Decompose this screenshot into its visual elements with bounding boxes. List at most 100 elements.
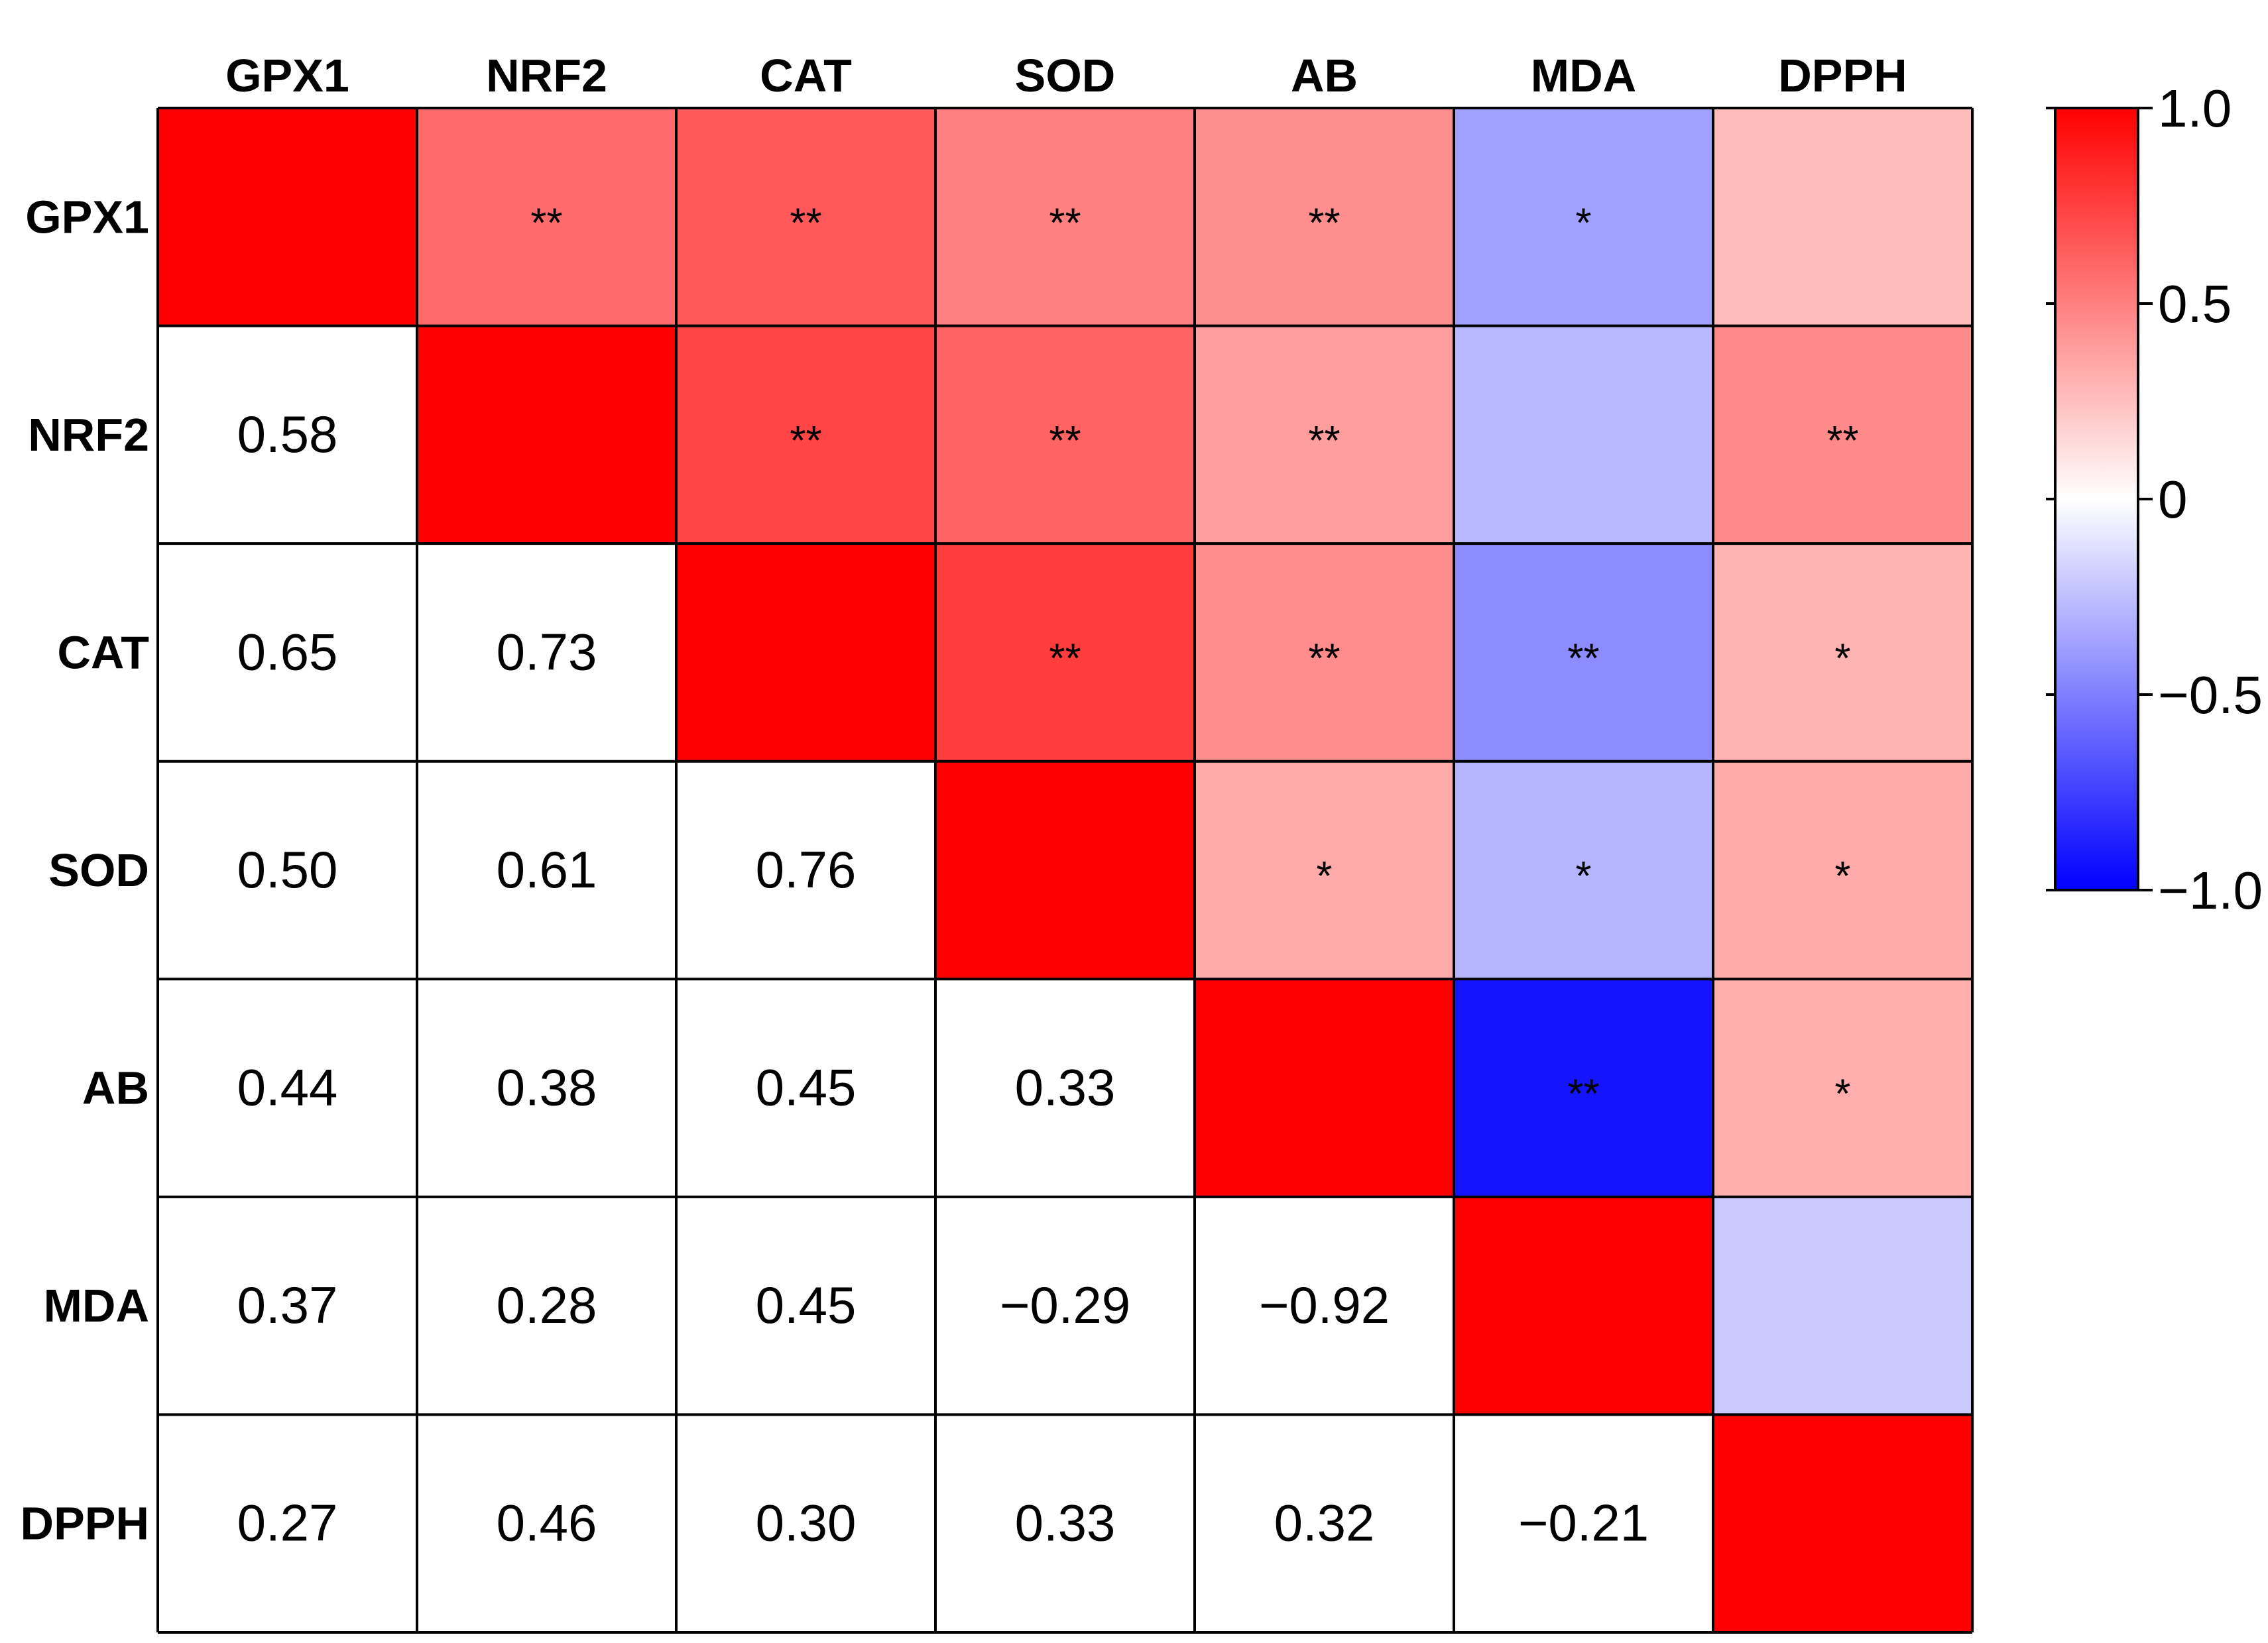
value-label-DPPH-AB: 0.32: [1274, 1494, 1375, 1552]
heatmap-cell-CAT-MDA: [1454, 543, 1713, 762]
colorbar-tick-label: −0.5: [2158, 665, 2263, 724]
heatmap-cell-GPX1-MDA: [1454, 108, 1713, 326]
value-label-NRF2-GPX1: 0.58: [237, 405, 338, 463]
heatmap-cells: [158, 108, 1972, 1632]
heatmap-cell-DPPH-DPPH: [1713, 1414, 1972, 1632]
heatmap-cell-AB-NRF2: [417, 979, 676, 1197]
value-label-DPPH-SOD: 0.33: [1015, 1494, 1116, 1552]
heatmap-cell-GPX1-GPX1: [158, 108, 417, 326]
heatmap-cell-SOD-NRF2: [417, 761, 676, 980]
row-label-AB: AB: [82, 1062, 149, 1114]
significance-mark-GPX1-CAT: **: [790, 200, 821, 246]
value-label-AB-SOD: 0.33: [1015, 1058, 1116, 1117]
row-label-DPPH: DPPH: [21, 1498, 149, 1550]
heatmap-cell-AB-MDA: [1454, 979, 1713, 1197]
heatmap-cell-MDA-NRF2: [417, 1196, 676, 1415]
significance-mark-SOD-MDA: *: [1575, 854, 1591, 899]
value-label-CAT-NRF2: 0.73: [497, 622, 597, 681]
value-label-AB-GPX1: 0.44: [237, 1058, 338, 1117]
significance-mark-AB-DPPH: *: [1834, 1072, 1850, 1117]
heatmap-cell-DPPH-AB: [1195, 1414, 1454, 1632]
significance-mark-CAT-SOD: **: [1049, 636, 1081, 681]
value-label-SOD-GPX1: 0.50: [237, 840, 338, 899]
value-label-MDA-SOD: −0.29: [1000, 1276, 1130, 1334]
value-label-MDA-GPX1: 0.37: [237, 1276, 338, 1334]
value-label-DPPH-CAT: 0.30: [756, 1494, 857, 1552]
significance-mark-NRF2-SOD: **: [1049, 418, 1081, 464]
column-label-DPPH: DPPH: [1778, 50, 1907, 101]
heatmap-cell-GPX1-SOD: [935, 108, 1195, 326]
significance-mark-NRF2-AB: **: [1308, 418, 1340, 464]
heatmap-cell-DPPH-MDA: [1454, 1414, 1713, 1632]
heatmap-cell-MDA-DPPH: [1713, 1196, 1972, 1415]
column-label-CAT: CAT: [760, 50, 852, 101]
value-label-MDA-CAT: 0.45: [756, 1276, 857, 1334]
heatmap-cell-AB-CAT: [676, 979, 935, 1197]
significance-mark-NRF2-CAT: **: [790, 418, 821, 464]
value-label-MDA-NRF2: 0.28: [497, 1276, 597, 1334]
row-label-SOD: SOD: [48, 844, 149, 896]
colorbar-tick-label: 0: [2158, 470, 2188, 529]
heatmap-cell-NRF2-CAT: [676, 325, 935, 544]
heatmap-cell-CAT-GPX1: [158, 543, 417, 762]
heatmap-cell-GPX1-CAT: [676, 108, 935, 326]
heatmap-cell-GPX1-DPPH: [1713, 108, 1972, 326]
value-label-SOD-CAT: 0.76: [756, 840, 857, 899]
row-label-MDA: MDA: [44, 1280, 149, 1331]
significance-mark-CAT-DPPH: *: [1834, 636, 1850, 681]
colorbar-tick-label: 0.5: [2158, 274, 2232, 333]
column-label-GPX1: GPX1: [225, 50, 349, 101]
column-label-AB: AB: [1291, 50, 1358, 101]
significance-mark-SOD-AB: *: [1316, 854, 1332, 899]
significance-mark-GPX1-NRF2: **: [530, 200, 562, 246]
heatmap-cell-MDA-SOD: [935, 1196, 1195, 1415]
heatmap-cell-NRF2-NRF2: [417, 325, 676, 544]
significance-mark-GPX1-AB: **: [1308, 200, 1340, 246]
heatmap-grid: [156, 107, 1974, 1634]
value-label-CAT-GPX1: 0.65: [237, 622, 338, 681]
column-label-NRF2: NRF2: [486, 50, 607, 101]
value-label-DPPH-GPX1: 0.27: [237, 1494, 338, 1552]
heatmap-cell-SOD-CAT: [676, 761, 935, 980]
significance-mark-SOD-DPPH: *: [1834, 854, 1850, 899]
heatmap-cell-MDA-CAT: [676, 1196, 935, 1415]
heatmap-cell-CAT-SOD: [935, 543, 1195, 762]
heatmap-cell-NRF2-SOD: [935, 325, 1195, 544]
heatmap-cell-MDA-GPX1: [158, 1196, 417, 1415]
heatmap-cell-SOD-SOD: [935, 761, 1195, 980]
row-labels: GPX1 NRF2 CAT SOD AB MDA DPPH: [21, 191, 149, 1549]
heatmap-cell-MDA-AB: [1195, 1196, 1454, 1415]
heatmap-cell-DPPH-NRF2: [417, 1414, 676, 1632]
heatmap-cell-SOD-MDA: [1454, 761, 1713, 980]
value-label-DPPH-NRF2: 0.46: [497, 1494, 597, 1552]
value-label-DPPH-MDA: −0.21: [1518, 1494, 1649, 1552]
column-label-SOD: SOD: [1015, 50, 1116, 101]
significance-mark-GPX1-SOD: **: [1049, 200, 1081, 246]
heatmap-cell-AB-GPX1: [158, 979, 417, 1197]
significance-mark-AB-MDA: **: [1567, 1072, 1599, 1117]
value-label-SOD-NRF2: 0.61: [497, 840, 597, 899]
value-label-AB-NRF2: 0.38: [497, 1058, 597, 1117]
heatmap-cell-NRF2-MDA: [1454, 325, 1713, 544]
value-label-AB-CAT: 0.45: [756, 1058, 857, 1117]
heatmap-cell-MDA-MDA: [1454, 1196, 1713, 1415]
significance-mark-CAT-MDA: **: [1567, 636, 1599, 681]
heatmap-cell-NRF2-AB: [1195, 325, 1454, 544]
significance-mark-CAT-AB: **: [1308, 636, 1340, 681]
value-label-MDA-AB: −0.92: [1259, 1276, 1390, 1334]
significance-mark-NRF2-DPPH: **: [1826, 418, 1858, 464]
heatmap-cell-CAT-AB: [1195, 543, 1454, 762]
heatmap-cell-SOD-DPPH: [1713, 761, 1972, 980]
row-label-NRF2: NRF2: [28, 409, 149, 461]
colorbar: 1.0 0.5 0 −0.5 −1.0: [2046, 79, 2263, 920]
heatmap-cell-SOD-GPX1: [158, 761, 417, 980]
column-label-MDA: MDA: [1531, 50, 1636, 101]
heatmap-cell-SOD-AB: [1195, 761, 1454, 980]
heatmap-cell-NRF2-GPX1: [158, 325, 417, 544]
heatmap-cell-CAT-DPPH: [1713, 543, 1972, 762]
heatmap-cell-CAT-CAT: [676, 543, 935, 762]
significance-mark-GPX1-MDA: *: [1575, 200, 1591, 246]
heatmap-cell-AB-DPPH: [1713, 979, 1972, 1197]
heatmap-cell-GPX1-NRF2: [417, 108, 676, 326]
